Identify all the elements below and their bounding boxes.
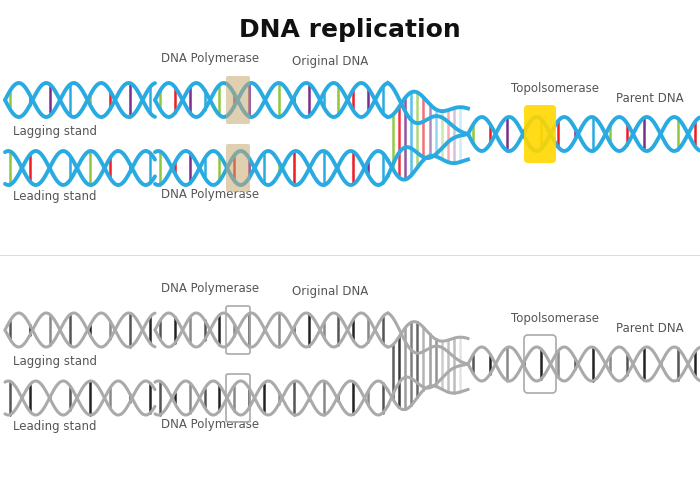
Text: DNA Polymerase: DNA Polymerase	[161, 52, 259, 65]
Text: DNA Polymerase: DNA Polymerase	[161, 418, 259, 431]
Text: DNA replication: DNA replication	[239, 18, 461, 42]
Text: Lagging stand: Lagging stand	[13, 125, 97, 138]
Text: Parent DNA: Parent DNA	[616, 322, 684, 335]
Text: Topolsomerase: Topolsomerase	[511, 312, 599, 325]
Text: Original DNA: Original DNA	[292, 285, 368, 298]
Text: Lagging stand: Lagging stand	[13, 355, 97, 368]
Text: DNA Polymerase: DNA Polymerase	[161, 188, 259, 201]
Text: Original DNA: Original DNA	[292, 55, 368, 68]
Text: Leading stand: Leading stand	[13, 190, 97, 203]
Text: Leading stand: Leading stand	[13, 420, 97, 433]
Text: DNA Polymerase: DNA Polymerase	[161, 282, 259, 295]
FancyBboxPatch shape	[226, 144, 250, 192]
Text: Topolsomerase: Topolsomerase	[511, 82, 599, 95]
FancyBboxPatch shape	[524, 105, 556, 163]
FancyBboxPatch shape	[226, 76, 250, 124]
Text: Parent DNA: Parent DNA	[616, 92, 684, 105]
